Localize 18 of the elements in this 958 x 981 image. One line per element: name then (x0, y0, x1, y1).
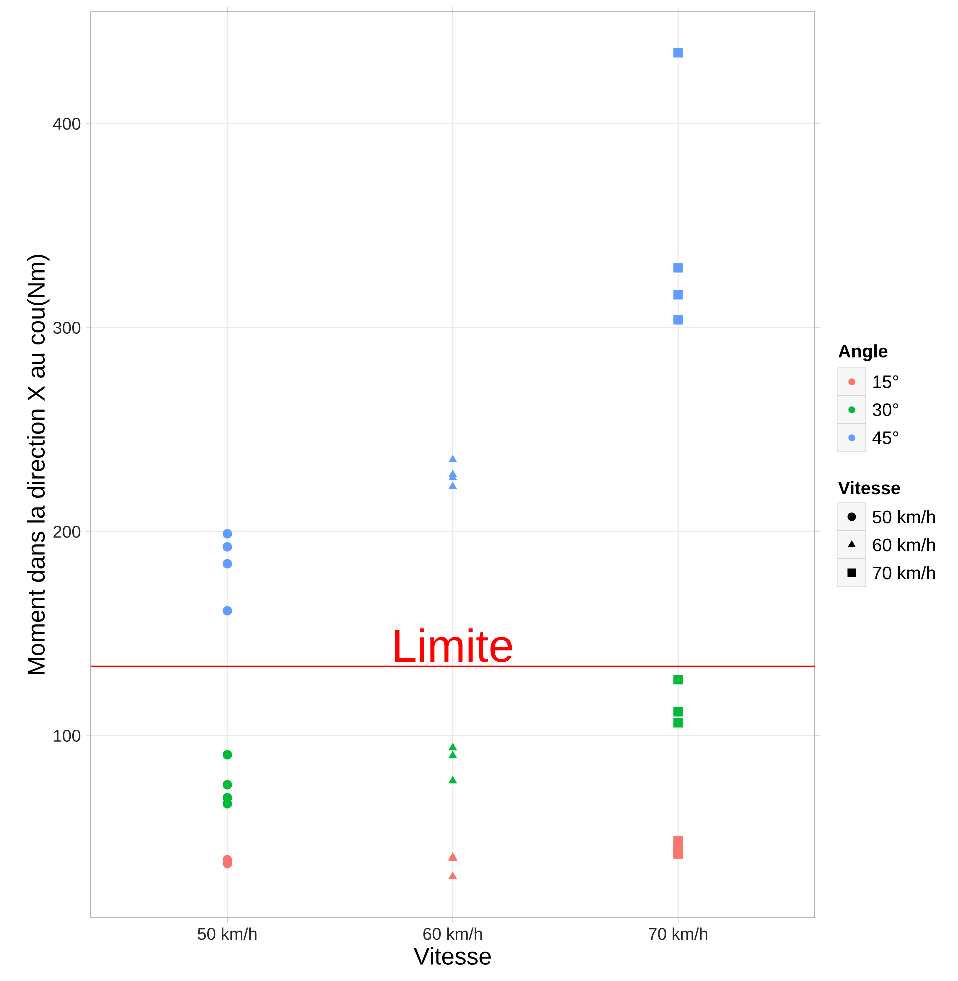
y-axis-title: Moment dans la direction X au cou(Nm) (27, 255, 50, 674)
legend-label: 15° (874, 376, 898, 388)
category-label: 50 km/h (872, 510, 936, 524)
y-tick-label: 200 (54, 526, 81, 538)
legend-title: Angle (838, 344, 888, 362)
legend-label: 45° (872, 432, 898, 444)
text: Vitesse (414, 947, 492, 965)
category-label: 60 km/h (873, 538, 936, 552)
y-tick-label: 300 (54, 322, 81, 334)
x-tick-label: 50 km/h (198, 928, 257, 940)
ref-line-label: Limite (395, 628, 512, 662)
x-axis-title: Vitesse (838, 481, 900, 495)
y-tick-label: 100 (54, 730, 81, 742)
legend-label: 30° (872, 404, 898, 416)
x-tick-label: 60 km/h (424, 928, 482, 940)
category-label: 70 km/h (873, 566, 936, 580)
y-tick-label: 400 (53, 118, 81, 130)
x-tick-label: 70 km/h (649, 928, 708, 940)
